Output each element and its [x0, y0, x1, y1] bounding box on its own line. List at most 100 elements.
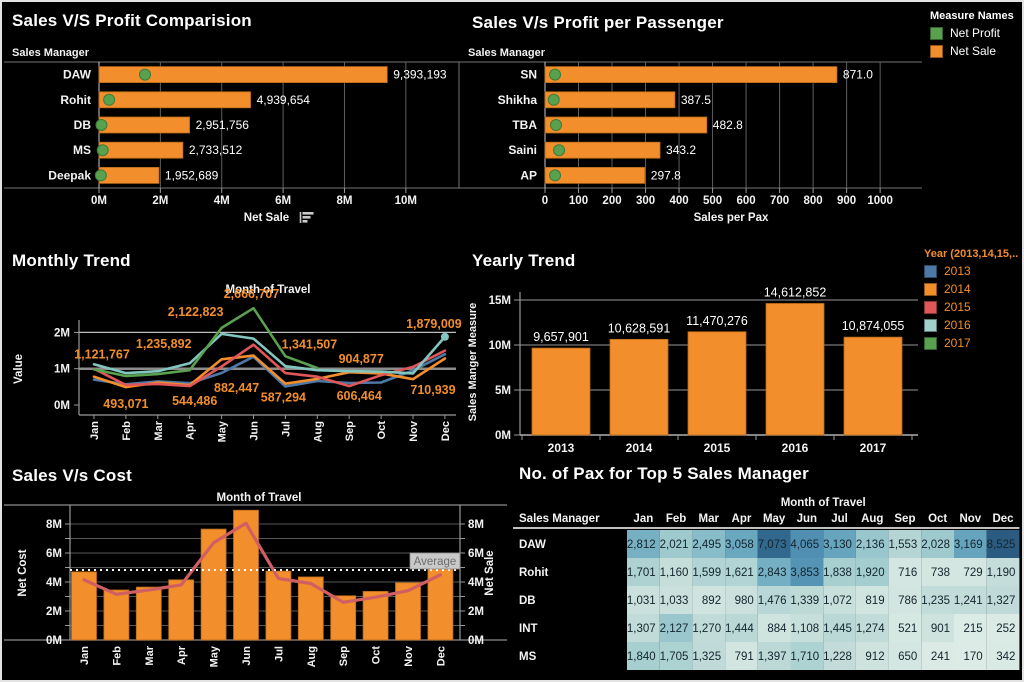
column-header-Sep[interactable]: Sep [894, 513, 915, 525]
bar-May[interactable] [200, 528, 227, 641]
cell-INT-Jun[interactable] [790, 614, 824, 642]
net-profit-dot-DAW[interactable] [139, 68, 152, 81]
cell-INT-Oct[interactable] [921, 614, 954, 642]
cell-Rohit-Apr[interactable] [725, 558, 758, 586]
cell-DAW-Jan[interactable] [627, 530, 660, 558]
cell-INT-Nov[interactable] [954, 614, 987, 642]
cell-DAW-Mar[interactable] [692, 530, 726, 558]
row-label-DAW[interactable]: DAW [519, 539, 546, 551]
cell-DB-Dec[interactable] [986, 586, 1020, 614]
cell-DB-Sep[interactable] [888, 586, 922, 614]
cell-Rohit-Jan[interactable] [627, 558, 660, 586]
cell-DAW-May[interactable] [757, 530, 791, 558]
cell-MS-Dec[interactable] [986, 642, 1020, 670]
cell-MS-Jan[interactable] [627, 642, 660, 670]
column-header-Nov[interactable]: Nov [959, 513, 981, 525]
bar-2016[interactable] [765, 303, 825, 436]
cell-DB-Jul[interactable] [823, 586, 856, 614]
cell-Rohit-May[interactable] [757, 558, 791, 586]
cell-DAW-Feb[interactable] [659, 530, 693, 558]
bar-Deepak[interactable] [98, 166, 160, 184]
bar-MS[interactable] [98, 141, 184, 159]
cell-INT-Feb[interactable] [659, 614, 693, 642]
cell-MS-Apr[interactable] [725, 642, 758, 670]
cell-MS-May[interactable] [757, 642, 791, 670]
bar-DAW[interactable] [98, 66, 388, 83]
column-header-Oct[interactable]: Oct [928, 513, 947, 525]
bar-Rohit[interactable] [98, 91, 251, 109]
cell-INT-May[interactable] [757, 614, 791, 642]
sort-icon[interactable] [299, 212, 314, 223]
cell-DAW-Dec[interactable] [986, 530, 1020, 558]
cell-MS-Jul[interactable] [823, 642, 856, 670]
row-label-Rohit[interactable]: Rohit [519, 567, 549, 579]
line-2015[interactable] [92, 343, 447, 388]
line-2017[interactable] [92, 306, 319, 378]
legend-item-net-sale[interactable]: Net Sale [930, 44, 1022, 58]
bar-2013[interactable] [531, 347, 591, 436]
net-profit-dot-Saini[interactable] [553, 144, 566, 157]
cell-Rohit-Feb[interactable] [659, 558, 693, 586]
bar-2014[interactable] [609, 338, 669, 436]
cell-DAW-Jun[interactable] [790, 530, 824, 558]
net-profit-dot-MS[interactable] [96, 144, 109, 157]
cell-INT-Jul[interactable] [823, 614, 856, 642]
cell-Rohit-Mar[interactable] [692, 558, 726, 586]
net-profit-dot-DB[interactable] [95, 119, 108, 131]
cell-MS-Nov[interactable] [954, 642, 987, 670]
column-header-Feb[interactable]: Feb [666, 513, 686, 525]
net-profit-dot-Deepak[interactable] [94, 169, 107, 182]
cell-DB-Feb[interactable] [659, 586, 693, 614]
bar-Feb[interactable] [103, 589, 130, 641]
cell-DAW-Jul[interactable] [823, 530, 856, 558]
cell-DB-Oct[interactable] [921, 586, 954, 614]
column-header-Jul[interactable]: Jul [831, 513, 848, 525]
cell-DB-Jun[interactable] [790, 586, 824, 614]
bar-2017[interactable] [843, 336, 903, 436]
bar-Shikha[interactable] [544, 91, 676, 109]
cell-DB-Jan[interactable] [627, 586, 660, 614]
cell-MS-Aug[interactable] [855, 642, 889, 670]
row-label-DB[interactable]: DB [519, 595, 536, 607]
cell-DAW-Aug[interactable] [855, 530, 889, 558]
cell-INT-Aug[interactable] [855, 614, 889, 642]
column-header-Aug[interactable]: Aug [861, 513, 883, 525]
cell-Rohit-Nov[interactable] [954, 558, 987, 586]
net-profit-dot-AP[interactable] [549, 169, 562, 182]
cell-DAW-Nov[interactable] [954, 530, 987, 558]
cell-Rohit-Sep[interactable] [888, 558, 922, 586]
bar-TBA[interactable] [544, 116, 708, 134]
bar-Saini[interactable] [544, 141, 661, 159]
cell-MS-Mar[interactable] [692, 642, 726, 670]
net-profit-dot-SN[interactable] [549, 68, 562, 81]
column-header-Apr[interactable]: Apr [732, 513, 752, 525]
net-profit-dot-Rohit[interactable] [103, 93, 116, 106]
legend-item-net-profit[interactable]: Net Profit [930, 26, 1022, 40]
column-header-Jun[interactable]: Jun [797, 513, 817, 525]
net-profit-dot-Shikha[interactable] [547, 93, 560, 106]
cell-DB-Apr[interactable] [725, 586, 758, 614]
cell-INT-Dec[interactable] [986, 614, 1020, 642]
cell-Rohit-Oct[interactable] [921, 558, 954, 586]
legend-item-2016[interactable]: 2016 [924, 318, 1022, 332]
cell-DB-Aug[interactable] [855, 586, 889, 614]
cell-DB-Nov[interactable] [954, 586, 987, 614]
cell-DAW-Oct[interactable] [921, 530, 954, 558]
legend-item-2015[interactable]: 2015 [924, 300, 1022, 314]
endpoint-dot-2016-dec[interactable] [440, 332, 449, 341]
bar-Aug[interactable] [297, 576, 324, 641]
cell-INT-Apr[interactable] [725, 614, 758, 642]
cell-Rohit-Jul[interactable] [823, 558, 856, 586]
legend-item-2014[interactable]: 2014 [924, 282, 1022, 296]
line-net-cost[interactable] [82, 521, 442, 604]
cell-MS-Jun[interactable] [790, 642, 824, 670]
cell-DB-Mar[interactable] [692, 586, 726, 614]
bar-AP[interactable] [544, 166, 646, 184]
bar-DB[interactable] [98, 116, 190, 134]
bar-Jul[interactable] [265, 570, 292, 641]
cell-MS-Sep[interactable] [888, 642, 922, 670]
row-label-INT[interactable]: INT [519, 623, 538, 635]
bar-SN[interactable] [544, 66, 838, 83]
cell-Rohit-Jun[interactable] [790, 558, 824, 586]
column-header-May[interactable]: May [763, 513, 786, 525]
